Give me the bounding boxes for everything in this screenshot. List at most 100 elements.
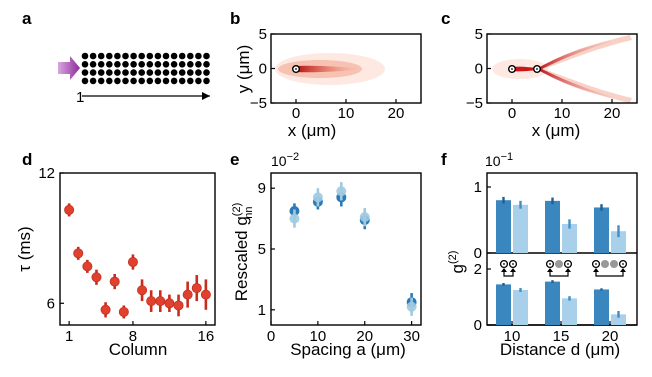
x-tick-label: 0: [292, 105, 300, 122]
points-d: [64, 203, 211, 319]
atom-marker-c-2-center: [536, 68, 538, 70]
y-tick-label: 12: [38, 165, 55, 182]
ticks-e: 0 10 20 30 9 5 1: [258, 180, 420, 345]
y-tick-label: 0: [475, 61, 483, 78]
atom: [195, 69, 202, 76]
x-tick-label: 20: [356, 328, 373, 345]
heat-core-c: [512, 66, 537, 72]
panel-label-c: c: [441, 9, 450, 28]
panel-label-a: a: [22, 9, 32, 28]
atom: [97, 69, 105, 76]
atom: [81, 77, 89, 85]
data-point: [100, 304, 111, 315]
chart-e: 0 10 20 30 9 5 1 10−2 Spacing a (μm) Rescaled …: [231, 151, 422, 359]
heat-branch-up: [538, 40, 611, 70]
bar: [513, 204, 528, 253]
atom: [178, 52, 186, 60]
data-point: [289, 213, 300, 224]
y-tick-label: −5: [466, 95, 483, 112]
probed-atom-center: [549, 263, 551, 265]
column-index-label: 1: [76, 89, 84, 106]
scale-label-f: 10−1: [485, 151, 513, 169]
data-point: [173, 300, 184, 311]
atom: [130, 61, 137, 68]
atom: [170, 69, 178, 76]
pair-connector: [549, 270, 569, 277]
x-tick-label: 10: [310, 328, 327, 345]
data-point: [164, 298, 175, 309]
x-tick-label: 16: [198, 328, 215, 345]
chart-c: 0 10 20 5 0 −5 x (μm): [466, 26, 638, 140]
atom: [195, 61, 202, 68]
data-point: [406, 301, 417, 312]
bars-f: [496, 196, 626, 325]
atom: [89, 61, 97, 68]
points-e: [289, 182, 417, 316]
intermediate-atom: [554, 259, 564, 269]
atom: [122, 77, 129, 85]
y-tick-label: −5: [250, 95, 267, 112]
atom: [97, 61, 105, 68]
atom: [203, 69, 210, 76]
y-tick-label: 9: [258, 180, 266, 197]
atom: [162, 52, 170, 60]
atom: [146, 69, 154, 76]
probed-atom-center: [595, 263, 597, 265]
atom: [130, 52, 137, 60]
xlabel-f: Distance d (μm): [500, 340, 620, 359]
pair-connector-arrow: [620, 268, 626, 272]
atom: [203, 61, 210, 68]
pair-connector-arrow: [510, 268, 516, 272]
atom: [170, 61, 178, 68]
ylabel-b: y (μm): [234, 45, 253, 94]
atom: [122, 69, 129, 76]
pair-connector-arrow: [547, 268, 553, 272]
probed-atom-center: [622, 263, 624, 265]
bar: [513, 290, 528, 325]
atom: [106, 77, 113, 85]
data-point: [359, 212, 370, 223]
y-tick-label-bottom: 0: [474, 317, 482, 334]
atom: [138, 77, 145, 85]
atom: [195, 52, 202, 60]
atom: [114, 61, 121, 68]
bar: [594, 207, 609, 253]
heat-tail-b: [296, 65, 372, 73]
atom: [146, 61, 154, 68]
atom: [154, 52, 162, 60]
probed-atom-center: [503, 263, 505, 265]
atom: [187, 52, 194, 60]
atom: [106, 69, 113, 76]
atom: [114, 52, 121, 60]
ylabel-f: g(2): [447, 251, 467, 274]
heat-branch-glow-down: [538, 68, 632, 103]
ylabel-e: Rescaled g(2)nn: [231, 203, 255, 302]
atom: [195, 77, 202, 85]
data-point: [127, 257, 138, 268]
atom: [203, 52, 210, 60]
heatmap-b: [275, 53, 385, 85]
atom: [106, 52, 113, 60]
atom: [187, 77, 194, 85]
data-point: [91, 272, 102, 283]
atom: [81, 69, 89, 76]
atom: [154, 77, 162, 85]
probe-beam-arrow: [58, 56, 80, 80]
atom: [97, 52, 105, 60]
ticks-b: 0 10 20 5 0 −5: [250, 26, 404, 122]
y-tick-label-top: 1: [474, 179, 482, 196]
data-point: [191, 283, 202, 294]
data-point: [200, 289, 211, 300]
atom: [114, 77, 121, 85]
atom: [138, 52, 145, 60]
atom: [81, 52, 89, 60]
atom: [138, 61, 145, 68]
pair-connector-arrow: [565, 268, 571, 272]
atom: [114, 69, 121, 76]
intermediate-atom: [600, 259, 610, 269]
data-point: [64, 204, 75, 215]
panel-label-b: b: [230, 9, 240, 28]
axes-frame-d: [59, 172, 216, 326]
bar: [545, 281, 560, 325]
